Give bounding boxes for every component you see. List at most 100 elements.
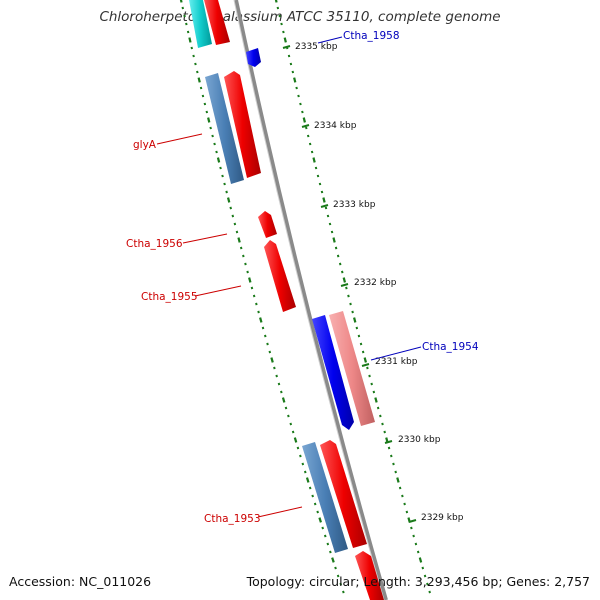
scale-tick: [261, 326, 265, 330]
svg-text:2329 kbp: 2329 kbp: [421, 513, 464, 523]
svg-text:2333 kbp: 2333 kbp: [333, 200, 376, 210]
gene-label-ctha-1956[interactable]: Ctha_1956: [126, 233, 228, 250]
scale-tick: [239, 246, 243, 250]
scale-tick: [339, 582, 343, 586]
svg-text:2334 kbp: 2334 kbp: [314, 121, 357, 131]
scale-tick: [332, 237, 336, 243]
scale-tick: [295, 86, 298, 90]
svg-text:2330 kbp: 2330 kbp: [398, 435, 441, 445]
scale-tick: [316, 174, 320, 178]
gene-label-ctha-1953[interactable]: Ctha_1953: [204, 506, 303, 525]
scale-tick: [318, 182, 322, 186]
length-label: Length:: [363, 574, 411, 589]
scale-tick: [387, 446, 391, 450]
genes-label: Genes:: [506, 574, 551, 589]
scale-tick: [233, 222, 237, 226]
scale-tick: [383, 430, 386, 434]
scale-tick: [209, 126, 212, 130]
gene-label-glya[interactable]: glyA: [133, 133, 203, 151]
scale-tick: [392, 462, 395, 466]
svg-text:2335 kbp: 2335 kbp: [295, 42, 338, 52]
scale-tick: [338, 262, 342, 266]
scale-tick: [297, 94, 300, 98]
scale-tick: [313, 502, 317, 506]
scale-tick: [376, 406, 380, 410]
partial-gene-bottom: [355, 551, 384, 600]
scale-tick: [244, 262, 247, 266]
scale-tick: [203, 102, 207, 106]
gene-ctha-1953-feature: [320, 440, 367, 548]
scale-tick: [416, 550, 420, 554]
scale-tick: [242, 254, 245, 258]
svg-text:Ctha_1954: Ctha_1954: [422, 341, 479, 353]
scale-tick: [353, 317, 357, 323]
scale-tick: [221, 174, 224, 178]
scale-tick: [351, 310, 354, 314]
scale-tick: [331, 557, 335, 563]
scale-tick: [280, 390, 283, 394]
scale-tick: [303, 470, 307, 474]
scale-tick: [248, 277, 252, 283]
scale-tick: [275, 374, 278, 378]
gene-label-ctha-1955[interactable]: Ctha_1955: [141, 285, 242, 303]
scale-tick: [334, 566, 337, 570]
scale-tick: [281, 397, 286, 403]
scale-tick: [196, 70, 199, 74]
scale-tick: [197, 77, 201, 83]
scale-tick: [225, 190, 228, 194]
tick-2329: 2329 kbp: [408, 513, 464, 523]
scale-tick: [321, 526, 325, 530]
gene-label-ctha-1954[interactable]: Ctha_1954: [370, 341, 479, 361]
topology-label: Topology:: [246, 574, 306, 589]
scale-tick: [215, 150, 218, 154]
tick-2334: 2334 kbp: [301, 121, 357, 131]
scale-tick: [216, 157, 221, 163]
scale-tick: [316, 510, 319, 514]
scale-tick: [277, 382, 281, 386]
scale-tick: [179, 0, 183, 3]
scale-tick: [205, 110, 209, 114]
scale-tick: [284, 406, 288, 410]
scale-tick: [201, 94, 205, 98]
svg-text:Ctha_1955: Ctha_1955: [141, 291, 198, 303]
gene-label-ctha-1958[interactable]: Ctha_1958: [317, 30, 400, 44]
svg-text:Ctha_1956: Ctha_1956: [126, 238, 183, 250]
inner-scale-track: [179, 0, 345, 594]
scale-tick: [342, 277, 347, 283]
scale-tick: [359, 342, 363, 346]
scale-tick: [289, 62, 293, 66]
scale-tick: [289, 422, 293, 426]
scale-tick: [342, 590, 345, 594]
svg-text:Ctha_1958: Ctha_1958: [343, 30, 400, 42]
scale-tick: [231, 214, 235, 218]
scale-tick: [363, 357, 367, 363]
genes-value: 2,757: [554, 574, 590, 589]
scale-tick: [223, 182, 226, 186]
tick-2333: 2333 kbp: [320, 200, 376, 210]
scale-tick: [287, 54, 291, 58]
scale-tick: [412, 534, 415, 538]
scale-tick: [368, 374, 371, 378]
scale-tick: [207, 117, 211, 123]
scale-tick: [301, 462, 305, 466]
scale-tick: [414, 542, 418, 546]
scale-tick: [329, 550, 332, 554]
tick-2331: 2331 kbp: [361, 357, 418, 367]
scale-tick: [213, 142, 216, 146]
outer-scale-track: [274, 0, 431, 594]
length-value: 3,293,456 bp: [414, 574, 499, 589]
gene-glya-reverse-feature: [205, 73, 244, 184]
svg-text:Ctha_1953: Ctha_1953: [204, 513, 261, 525]
scale-tick: [266, 342, 269, 346]
scale-tick: [255, 302, 258, 306]
gene-ctha-1956-feature: [258, 211, 277, 238]
scale-tick: [394, 470, 397, 474]
scale-tick: [349, 302, 352, 306]
gene-ctha-1954-feature: [312, 315, 354, 430]
scale-tick: [229, 206, 232, 210]
scale-tick: [211, 134, 214, 138]
scale-tick: [312, 157, 316, 163]
scale-tick: [372, 390, 376, 394]
backbone-highlight: [233, 0, 385, 600]
gene-ctha-1955-feature: [264, 240, 296, 312]
